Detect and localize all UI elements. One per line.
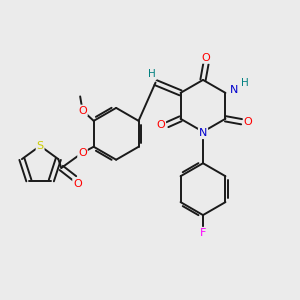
Text: O: O: [202, 53, 210, 63]
Text: O: O: [244, 117, 253, 127]
Text: N: N: [199, 128, 207, 138]
Text: H: H: [241, 78, 248, 88]
Text: O: O: [157, 120, 165, 130]
Text: N: N: [230, 85, 238, 95]
Text: S: S: [37, 141, 44, 151]
Text: H: H: [148, 69, 156, 79]
Text: F: F: [200, 228, 206, 238]
Text: O: O: [78, 106, 87, 116]
Text: O: O: [73, 179, 82, 189]
Text: O: O: [78, 148, 87, 158]
